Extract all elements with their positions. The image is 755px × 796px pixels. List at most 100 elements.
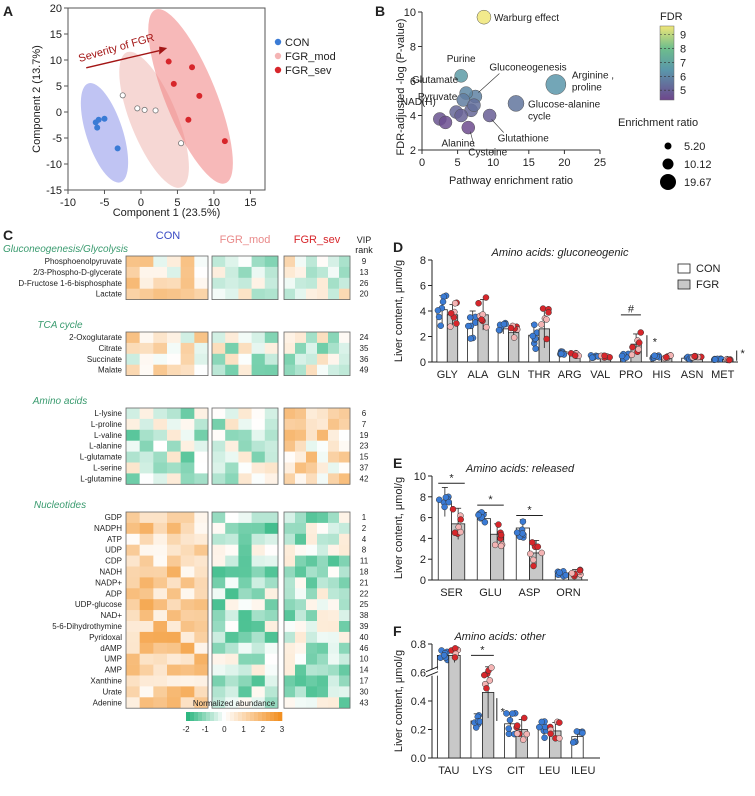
heatmap-vip-value: 10 bbox=[360, 655, 369, 664]
significance-marker-star: * bbox=[653, 336, 658, 348]
heatmap-cell bbox=[284, 664, 296, 676]
heatmap-cell bbox=[317, 256, 329, 268]
heatmap-cell bbox=[126, 697, 140, 709]
heatmap-cell bbox=[153, 544, 168, 556]
heatmap-cell bbox=[139, 599, 154, 611]
pathway-bubble bbox=[545, 74, 567, 95]
x-category-label: VAL bbox=[590, 369, 610, 381]
heatmap-cell bbox=[284, 462, 296, 474]
heatmap-cell bbox=[317, 599, 329, 611]
heatmap-cell bbox=[339, 332, 351, 344]
heatmap-vip-value: 22 bbox=[360, 589, 369, 598]
colorbar-tick-label: 1 bbox=[241, 725, 246, 734]
heatmap-cell bbox=[212, 462, 226, 474]
heatmap-cell bbox=[225, 697, 239, 709]
data-dot-fgr bbox=[481, 671, 488, 679]
heatmap-cell bbox=[284, 642, 296, 654]
heatmap-block-frame bbox=[283, 511, 351, 709]
heatmap-row-label: AMP bbox=[105, 666, 122, 675]
heatmap-cell bbox=[194, 697, 209, 709]
colorbar-step bbox=[246, 712, 251, 721]
heatmap-cell bbox=[139, 256, 154, 268]
y-tick-label: -15 bbox=[46, 185, 62, 197]
pls-point-fgr_sev bbox=[170, 80, 177, 87]
x-tick-label: 0 bbox=[419, 157, 425, 169]
heatmap-cell bbox=[167, 610, 181, 622]
legend-label-fgr_sev: FGR_sev bbox=[285, 65, 332, 77]
heatmap-cell bbox=[139, 266, 154, 279]
heatmap-cell bbox=[339, 599, 351, 611]
heatmap-cell bbox=[153, 642, 168, 654]
heatmap-cell bbox=[225, 353, 239, 365]
heatmap-cell bbox=[180, 642, 195, 654]
heatmap-cell bbox=[139, 462, 154, 474]
heatmap-cell bbox=[194, 451, 209, 463]
heatmap-block-frame bbox=[125, 255, 209, 300]
data-dot-con bbox=[536, 723, 543, 731]
data-dot-con bbox=[531, 321, 538, 329]
heatmap-cell bbox=[317, 544, 329, 556]
heatmap-cell bbox=[264, 451, 279, 463]
data-dot-fgr bbox=[457, 516, 464, 523]
heatmap-cell bbox=[264, 610, 279, 622]
heatmap-cell bbox=[167, 429, 181, 441]
heatmap-cell bbox=[251, 512, 266, 524]
heatmap-cell bbox=[180, 599, 195, 611]
heatmap-cell bbox=[251, 577, 266, 589]
heatmap-cell bbox=[225, 418, 239, 431]
colorbar-tick-label: 0 bbox=[222, 725, 227, 734]
heatmap-cell bbox=[264, 408, 279, 420]
heatmap-cell bbox=[317, 621, 329, 633]
colorbar-step bbox=[266, 712, 271, 721]
heatmap-cell bbox=[139, 342, 154, 355]
heatmap-cell bbox=[284, 686, 296, 698]
data-dot-fgr bbox=[663, 353, 670, 361]
y-tick-label: 0.0 bbox=[411, 753, 426, 765]
con-confidence-ellipse bbox=[80, 83, 129, 183]
heatmap-cell bbox=[194, 332, 209, 344]
heatmap-cell bbox=[126, 599, 140, 611]
heatmap-cell bbox=[284, 512, 296, 524]
pathway-bubble bbox=[454, 69, 468, 83]
heatmap-cell bbox=[212, 631, 226, 644]
heatmap-cell bbox=[194, 418, 209, 431]
heatmap-cell bbox=[306, 451, 318, 463]
x-category-label: THR bbox=[528, 369, 551, 381]
heatmap-cell bbox=[306, 364, 318, 376]
fdr-tick-label: 5 bbox=[680, 85, 686, 97]
heatmap-cell bbox=[212, 599, 226, 611]
colorbar-step bbox=[210, 712, 215, 721]
y-tick-label: 6 bbox=[410, 76, 416, 88]
heatmap-cell bbox=[225, 451, 239, 463]
data-dot-con bbox=[579, 729, 586, 737]
heatmap-cell bbox=[238, 364, 252, 376]
data-dot-fgr bbox=[475, 299, 482, 307]
heatmap-cell bbox=[328, 418, 340, 431]
heatmap-cell bbox=[328, 588, 340, 600]
heatmap-cell bbox=[264, 256, 279, 268]
heatmap-cell bbox=[238, 577, 252, 589]
heatmap-cell bbox=[284, 473, 296, 485]
data-dot-fgr bbox=[637, 329, 644, 336]
heatmap-cell bbox=[306, 332, 318, 344]
heatmap-vip-value: 7 bbox=[362, 420, 367, 429]
heatmap-cell bbox=[126, 429, 140, 441]
heatmap-cell bbox=[212, 429, 226, 441]
pls-point-fgr_mod bbox=[152, 107, 159, 114]
heatmap-cell bbox=[306, 408, 318, 420]
heatmap-vip-value: 24 bbox=[360, 333, 369, 342]
heatmap-cell bbox=[295, 473, 307, 485]
heatmap-vip-value: 14 bbox=[360, 666, 369, 675]
heatmap-cell bbox=[194, 353, 209, 365]
x-tick-label: 15 bbox=[244, 197, 256, 209]
colorbar-step bbox=[278, 712, 283, 721]
heatmap-cell bbox=[306, 686, 318, 698]
heatmap-cell bbox=[317, 588, 329, 600]
heatmap-cell bbox=[295, 653, 307, 665]
heatmap-cell bbox=[153, 332, 168, 344]
data-dot-fgr bbox=[447, 310, 455, 317]
heatmap-cell bbox=[194, 588, 209, 600]
data-dot-fgr bbox=[629, 343, 636, 351]
heatmap-vip-value: 15 bbox=[360, 453, 369, 462]
heatmap-cell bbox=[225, 675, 239, 687]
